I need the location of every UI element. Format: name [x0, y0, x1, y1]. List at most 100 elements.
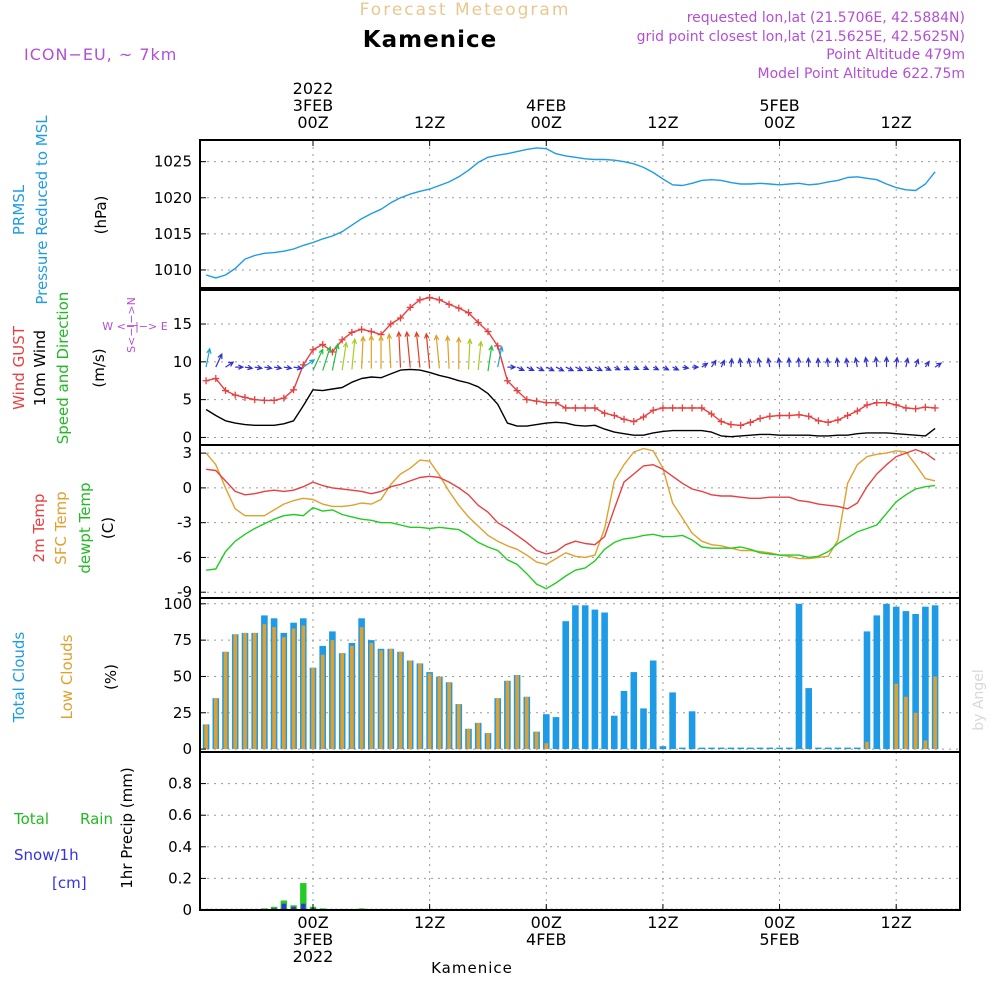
- wind-direction-arrow: [662, 365, 670, 371]
- gust-marker: [630, 418, 638, 426]
- low-cloud-bar: [369, 643, 374, 750]
- wind-direction-arrow: [853, 356, 859, 368]
- gust-marker: [814, 417, 822, 425]
- gust-marker: [542, 399, 550, 407]
- low-cloud-bar: [389, 648, 393, 749]
- gust-marker: [892, 401, 900, 409]
- total-cloud-bar: [581, 605, 589, 750]
- total-cloud-bar: [815, 747, 822, 750]
- wind-direction-arrow: [244, 364, 254, 371]
- total-cloud-bar: [824, 747, 832, 750]
- gust-marker: [853, 407, 861, 415]
- low-cloud-bar: [243, 632, 247, 750]
- wind-direction-arrow: [302, 359, 316, 368]
- wind-direction-arrow: [863, 356, 869, 368]
- gust-marker: [698, 404, 706, 412]
- low-cloud-bar: [350, 645, 354, 750]
- gust-marker: [533, 397, 541, 405]
- wind-direction-arrow: [283, 365, 293, 371]
- time-label-bottom: 3FEB: [293, 930, 333, 949]
- low-cloud-bar: [252, 632, 257, 750]
- time-label-bottom: 12Z: [881, 913, 912, 932]
- precip-snow-label: Snow/1h: [14, 846, 79, 864]
- low-cloud-bar: [262, 624, 267, 750]
- gust-marker: [406, 303, 414, 311]
- gust-marker: [484, 328, 492, 336]
- wind-direction-arrow: [497, 345, 504, 368]
- sfc-temp-label: SFC Temp: [52, 491, 70, 564]
- wind-direction-arrow: [322, 345, 332, 371]
- y-tick-label: -3: [177, 514, 192, 532]
- low-cloud-bar: [330, 640, 335, 750]
- point-altitude: Point Altitude 479m: [826, 47, 965, 63]
- gust-marker: [416, 296, 424, 304]
- gust-marker: [727, 421, 735, 429]
- time-label-bottom: 00Z: [531, 913, 562, 932]
- wind-direction-arrow: [341, 341, 349, 371]
- wind-direction-arrow: [293, 365, 304, 371]
- total-cloud-bar: [902, 611, 910, 750]
- wind-direction-arrow: [633, 365, 640, 370]
- compass-we-label: W <−|−> E: [102, 320, 167, 333]
- wind-direction-arrow: [825, 357, 831, 368]
- y-tick-label: 0.2: [168, 869, 192, 887]
- wind-direction-arrow: [737, 357, 744, 368]
- wind-direction-arrow: [844, 357, 850, 368]
- gust-marker: [844, 412, 852, 420]
- wind-direction-arrow: [235, 364, 245, 370]
- gust-marker: [581, 404, 589, 412]
- wind-direction-arrow: [805, 356, 812, 368]
- wind-direction-arrow: [815, 357, 821, 368]
- gust-marker: [708, 410, 716, 418]
- precip-total-label: Total: [13, 810, 49, 828]
- gust-marker: [290, 386, 298, 394]
- total-cloud-bar: [649, 660, 657, 750]
- y-tick-label: 100: [163, 595, 192, 613]
- wind-direction-arrow: [710, 359, 717, 368]
- wind-direction-arrow: [312, 348, 324, 371]
- wind-direction-arrow: [526, 366, 535, 371]
- wind-direction-arrow: [692, 364, 700, 370]
- total-cloud-bar: [611, 715, 618, 750]
- gust-marker: [678, 404, 686, 412]
- total-cloud-bar: [679, 747, 686, 750]
- time-label-bottom: 00Z: [297, 913, 328, 932]
- low-cloud-bar: [223, 651, 228, 750]
- model-label: ICON−EU, ~ 7km: [24, 45, 177, 64]
- gust-marker: [348, 328, 356, 336]
- low-cloud-bar: [534, 731, 539, 750]
- data-layer: [200, 147, 960, 911]
- wind-direction-arrow: [565, 366, 575, 372]
- total-cloud-bar: [562, 621, 569, 749]
- wind-direction-arrow: [776, 356, 782, 368]
- gust-marker: [513, 387, 521, 395]
- y-tick-label: 3: [182, 444, 192, 462]
- wind-direction-arrow: [264, 364, 273, 371]
- wind-direction-arrow: [396, 330, 402, 368]
- low-cloud-bar: [466, 728, 471, 750]
- gust-marker: [902, 404, 910, 412]
- requested-coords: requested lon,lat (21.5706E, 42.5884N): [687, 10, 965, 26]
- wind-direction-arrow: [487, 344, 494, 372]
- total-cloud-bar: [620, 691, 628, 750]
- total-cloud-bar: [717, 747, 725, 750]
- grid-layer: [200, 140, 960, 911]
- gridpoint-coords: grid point closest lon,lat (21.5625E, 42…: [637, 29, 965, 45]
- low-cloud-bar: [272, 627, 276, 750]
- low-cloud-bar: [311, 667, 315, 750]
- low-cloud-bar: [486, 733, 490, 750]
- total-cloud-bar: [844, 747, 851, 750]
- low-cloud-bar: [904, 696, 908, 750]
- total-cloud-bar: [669, 692, 676, 750]
- low-cloud-bar: [544, 743, 549, 750]
- credit-watermark: by Angel: [971, 669, 987, 730]
- time-label-top: 4FEB: [526, 96, 566, 115]
- wind-direction-arrow: [701, 362, 709, 369]
- wind-direction-arrow: [331, 342, 340, 371]
- gust-marker: [912, 405, 920, 413]
- total-cloud-bar: [591, 609, 599, 750]
- total-cloud-bar: [727, 747, 735, 750]
- total-cloud-bar: [737, 747, 744, 750]
- gust-marker: [571, 404, 579, 412]
